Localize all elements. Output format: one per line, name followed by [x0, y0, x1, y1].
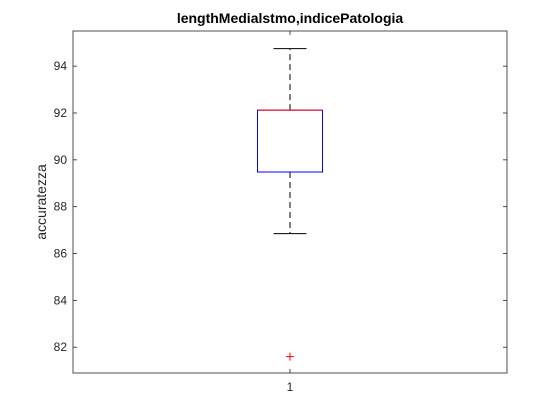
- y-tick-label: 82: [54, 340, 68, 354]
- y-tick-label: 92: [54, 106, 68, 120]
- y-tick-label: 94: [54, 59, 68, 73]
- y-axis-label: accuratezza: [33, 164, 49, 240]
- y-tick-label: 88: [54, 200, 68, 214]
- x-tick-label: 1: [287, 380, 294, 394]
- y-tick-label: 90: [54, 153, 68, 167]
- axes-frame: [72, 30, 508, 374]
- axes-background: [73, 31, 507, 373]
- y-tick-label: 86: [54, 247, 68, 261]
- outlier-marker: [286, 352, 294, 361]
- chart-title: lengthMedialstmo,indicePatologia: [177, 10, 404, 26]
- y-tick-label: 84: [54, 293, 68, 307]
